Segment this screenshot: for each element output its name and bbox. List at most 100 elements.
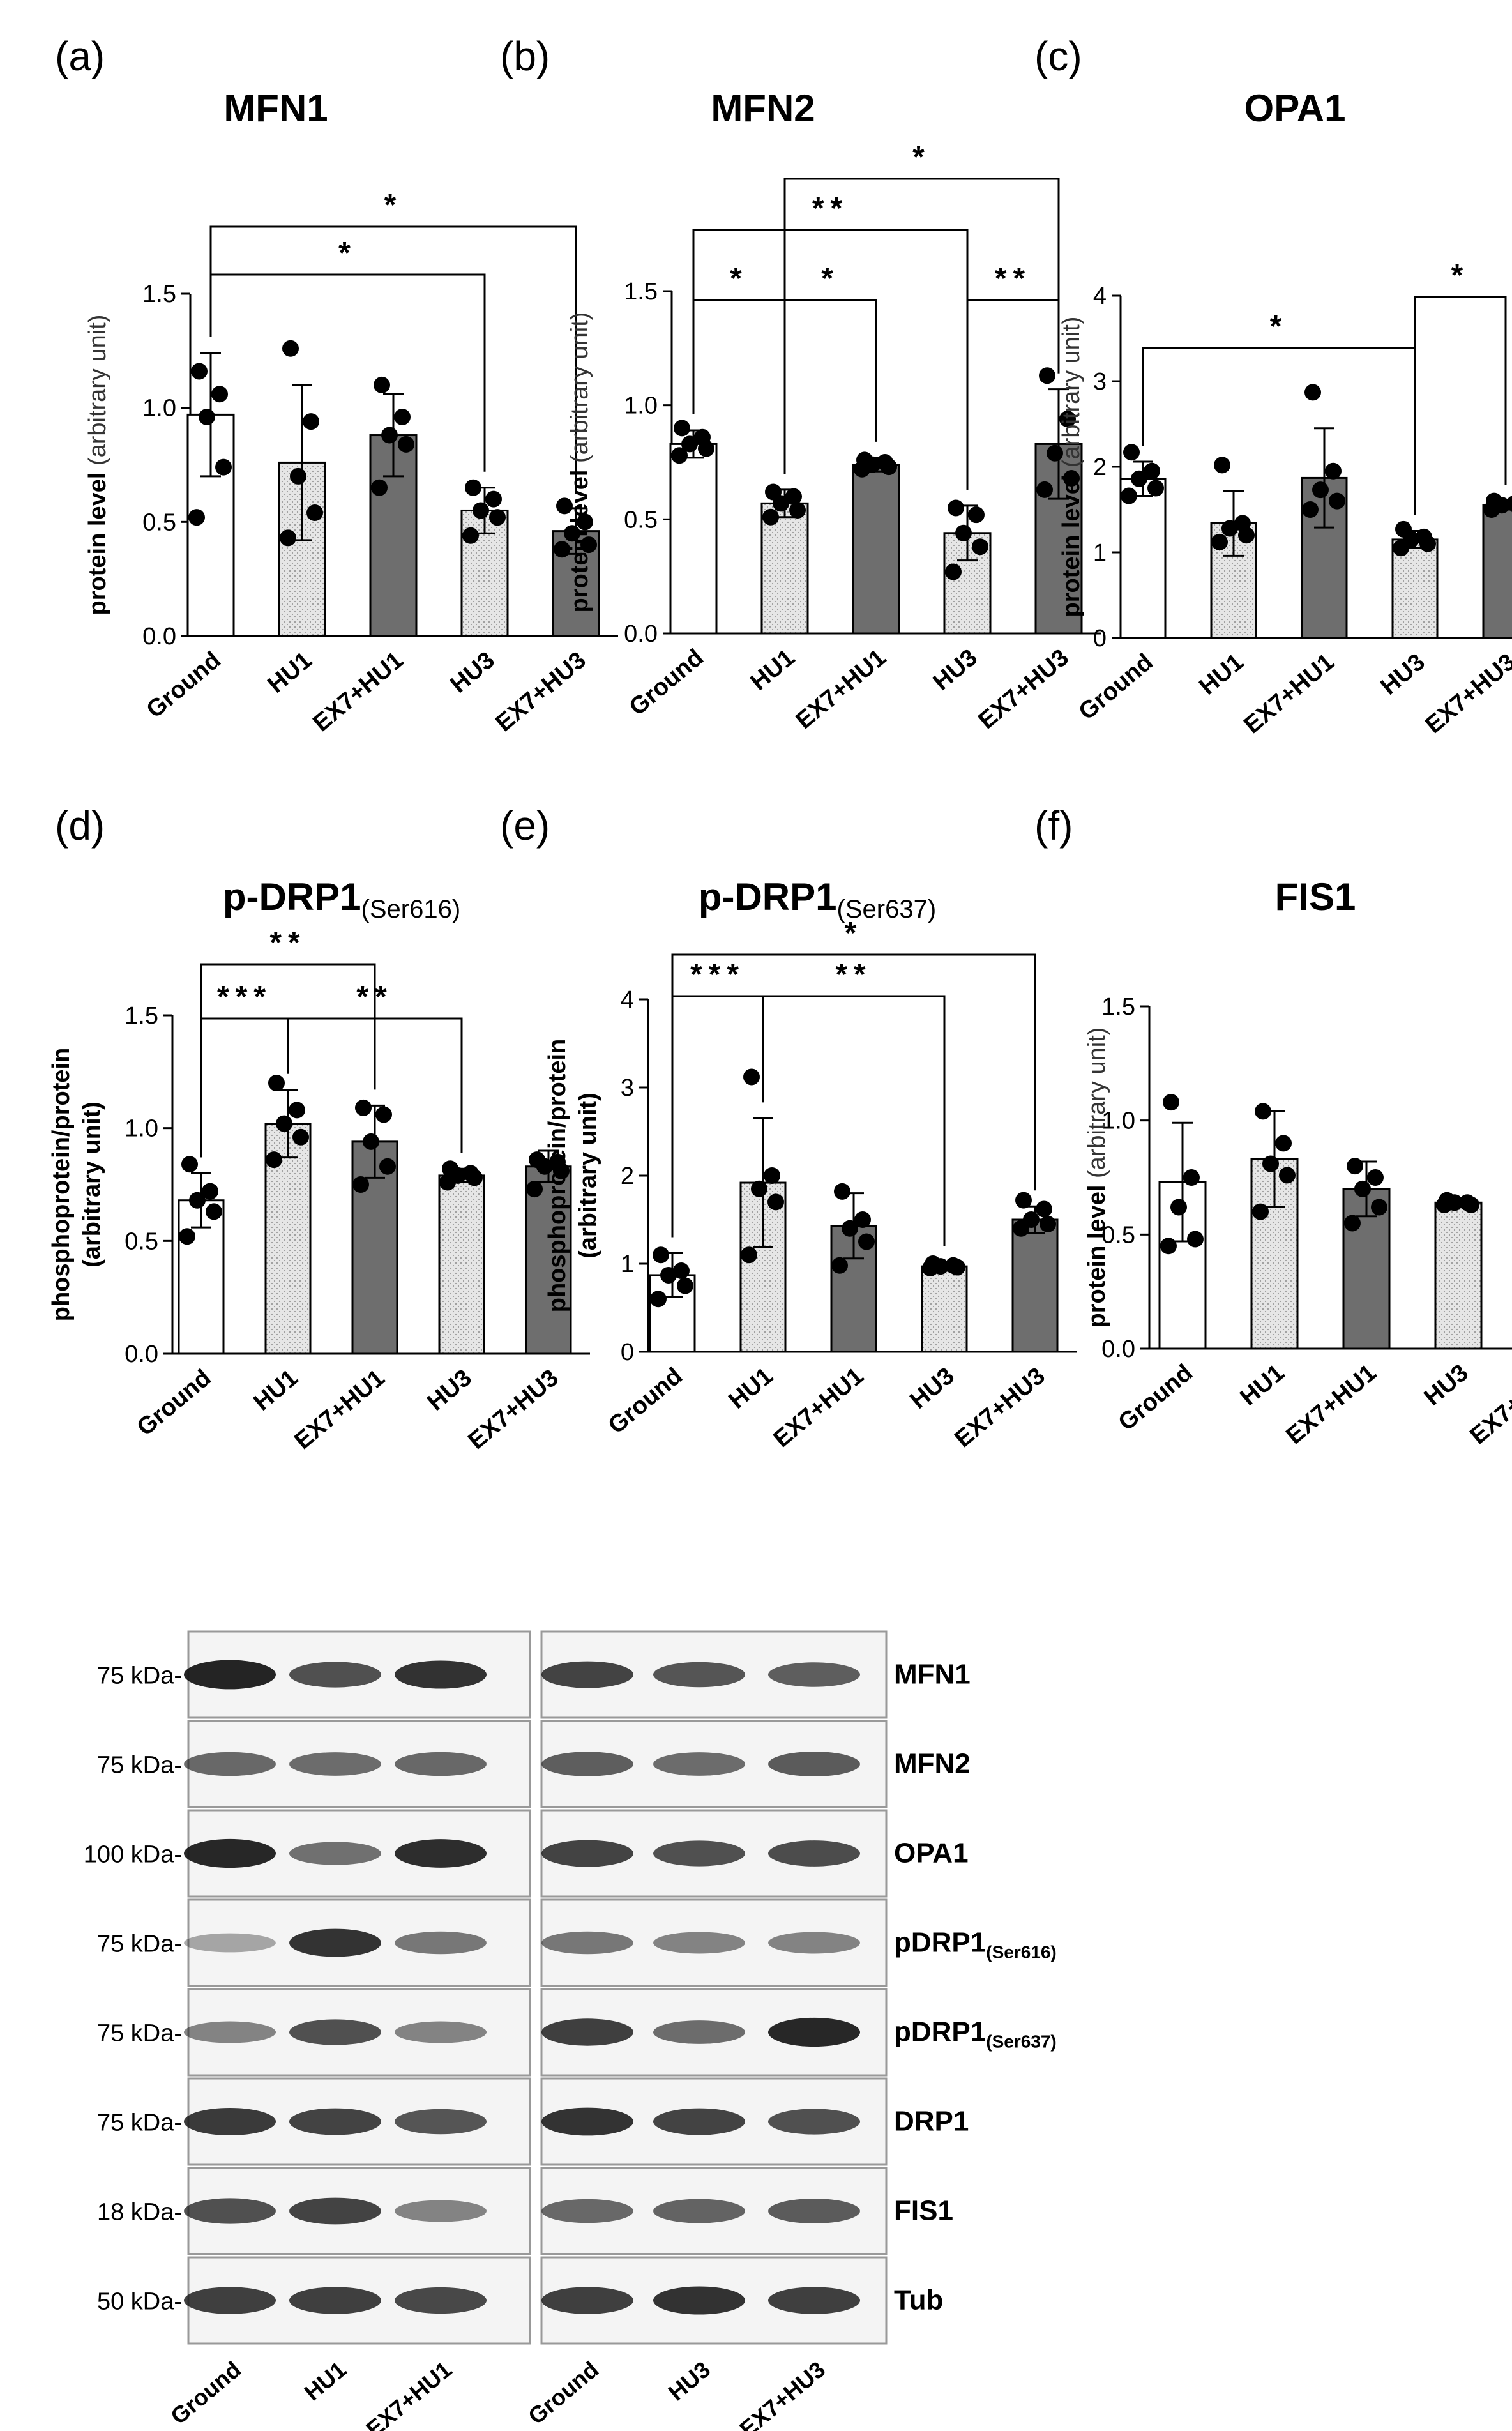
y-tick-label: 0.5 [1101, 1222, 1135, 1248]
data-point [1238, 527, 1255, 544]
data-point [671, 447, 688, 464]
data-point [1036, 481, 1053, 498]
blot-row-fis1: 18 kDa- FIS1 [97, 2167, 953, 2255]
y-tick-label: 1.5 [624, 278, 658, 305]
blot-protein-label: pDRP1(Ser637) [894, 2017, 1057, 2052]
panel-letter: (d) [55, 803, 105, 849]
data-point [206, 1203, 222, 1220]
y-tick-label: 1.0 [125, 1116, 158, 1142]
data-point [211, 386, 228, 403]
data-point [462, 527, 479, 544]
significance-bracket: * [783, 262, 877, 474]
data-point [854, 1211, 871, 1228]
data-point [1040, 1215, 1056, 1232]
data-point [1275, 1135, 1292, 1152]
x-tick-label: HU1 [1236, 1359, 1290, 1411]
x-tick-label: Ground [603, 1363, 688, 1439]
panel-f: (f) FIS1 0.0 0.5 1.0 1.5 protein level (arbitr… [1034, 803, 1512, 1450]
y-tick-label: 1.0 [624, 393, 658, 420]
blot-band [653, 1840, 745, 1867]
y-tick-label: 1 [1093, 540, 1107, 566]
data-point [289, 1102, 305, 1119]
bracket-line [1142, 347, 1416, 515]
blot-protein-label: OPA1 [894, 1838, 969, 1869]
x-tick-label: Ground [142, 647, 226, 723]
blot-row-drp1: 75 kDa- DRP1 [97, 2077, 969, 2166]
data-point [303, 413, 319, 430]
data-point [306, 504, 323, 522]
blot-protein-sub: (Ser637) [986, 2032, 1057, 2052]
data-point [381, 427, 398, 444]
panel-title: MFN1 [223, 87, 328, 130]
blot-band [289, 1752, 381, 1776]
y-tick-label: 1.0 [142, 395, 176, 422]
data-point [698, 440, 714, 457]
blot-band [653, 2108, 745, 2135]
blot-kda-label: 75 kDa- [97, 1931, 182, 1958]
y-axis-label: phosphoprotein/protein [544, 1039, 571, 1313]
y-axis-label: protein level (arbitrary unit) [84, 315, 111, 616]
data-point [268, 1075, 285, 1091]
data-point [1123, 444, 1140, 461]
data-point [743, 1068, 760, 1086]
significance-bracket: ** [287, 980, 463, 1153]
data-point [290, 467, 306, 485]
data-point [536, 1158, 553, 1175]
data-point [1252, 1203, 1269, 1220]
blot-kda-label: 100 kDa- [84, 1842, 182, 1868]
blot-protein-label: MFN2 [894, 1748, 971, 1780]
blot-lane-label: EX7+HU1 [361, 2356, 457, 2431]
blot-band [541, 1931, 633, 1955]
panel-letter: (f) [1034, 803, 1073, 849]
panel-title: p-DRP1(Ser637) [699, 875, 936, 923]
data-point [1015, 1192, 1032, 1209]
blot-band [289, 1928, 381, 1957]
western-blot: 75 kDa- MFN1 75 kDa- MFN2 100 kDa- OPA1 75 kDa… [84, 1630, 1057, 2431]
significance-label: ** [812, 192, 849, 225]
blot-band [653, 2286, 745, 2315]
blot-band [653, 2199, 745, 2223]
y-tick-label: 1.5 [1101, 994, 1135, 1020]
panel-a: (a) MFN1 0.0 0.5 1.0 1.5 protein level (arbitr… [55, 33, 618, 737]
y-axis-label-bold: protein level [566, 470, 593, 613]
significance-bracket: * [1142, 310, 1416, 515]
blot-band [184, 1933, 276, 1953]
blot-band [653, 1662, 745, 1688]
significance-label: * [384, 188, 403, 222]
blot-band [653, 1752, 745, 1776]
blot-band [541, 2107, 633, 2136]
blot-lane-label: Ground [523, 2356, 603, 2430]
blot-band [541, 2018, 633, 2046]
data-point [375, 1106, 392, 1123]
bracket-line [783, 299, 877, 474]
blot-protein-label: Tub [894, 2285, 943, 2316]
blot-protein-name: DRP1 [894, 2106, 969, 2137]
x-tick-label: HU3 [1376, 649, 1430, 701]
data-point [282, 340, 299, 357]
panel-title-sub: (Ser616) [361, 895, 461, 923]
data-point [379, 1158, 396, 1175]
significance-label: *** [690, 958, 745, 992]
blot-band [768, 1662, 860, 1687]
data-point [394, 408, 411, 425]
y-tick-label: 1.0 [1101, 1108, 1135, 1135]
blot-band [289, 2108, 381, 2135]
blot-band [184, 1660, 276, 1690]
panel-title-main: OPA1 [1244, 87, 1346, 130]
blot-kda-label: 75 kDa- [97, 1663, 182, 1690]
blot-protein-name: MFN2 [894, 1748, 971, 1780]
y-axis-label-line2: (arbitrary unit) [575, 1093, 601, 1259]
data-point [831, 1257, 848, 1274]
data-point [554, 541, 570, 558]
panel-title: p-DRP1(Ser616) [223, 875, 460, 923]
blot-protein-label: DRP1 [894, 2106, 969, 2137]
data-point [1214, 457, 1230, 474]
blot-lane-label: HU3 [663, 2356, 716, 2406]
x-tick-label: HU3 [1419, 1359, 1474, 1411]
significance-label: * [1451, 259, 1470, 292]
panel-letter: (c) [1034, 33, 1082, 79]
blot-protein-name: MFN1 [894, 1659, 971, 1690]
blot-protein-name: pDRP1 [894, 2017, 986, 2048]
data-point [1013, 1220, 1029, 1237]
data-point [741, 1246, 757, 1264]
